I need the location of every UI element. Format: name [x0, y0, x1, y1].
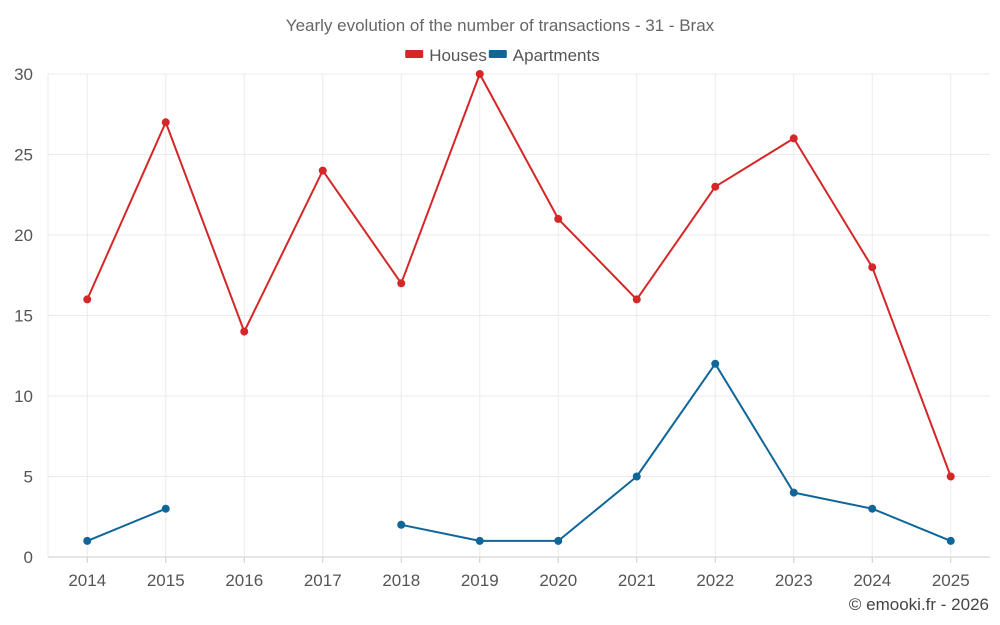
- houses-point[interactable]: [318, 166, 327, 175]
- legend: Houses Apartments: [405, 46, 600, 65]
- houses-point[interactable]: [868, 263, 877, 272]
- x-tick-label: 2016: [225, 571, 263, 590]
- houses-point[interactable]: [789, 134, 798, 143]
- x-tick-label: 2015: [147, 571, 185, 590]
- x-tick-label: 2025: [932, 571, 970, 590]
- grid: [47, 73, 990, 558]
- houses-line: [86, 73, 952, 477]
- apartments-point[interactable]: [83, 536, 92, 545]
- legend-label: Houses: [429, 46, 487, 65]
- houses-point[interactable]: [161, 118, 170, 127]
- legend-label: Apartments: [513, 46, 600, 65]
- x-tick-label: 2021: [618, 571, 656, 590]
- legend-item-apartments[interactable]: Apartments: [488, 46, 600, 65]
- x-tick-label: 2022: [696, 571, 734, 590]
- houses-point[interactable]: [475, 70, 484, 78]
- x-tick-label: 2018: [382, 571, 420, 590]
- y-tick-label: 20: [14, 226, 33, 245]
- x-tick-label: 2020: [539, 571, 577, 590]
- copyright-label: © emooki.fr - 2026: [849, 595, 989, 614]
- houses-point[interactable]: [397, 279, 406, 288]
- apartments-point[interactable]: [946, 536, 955, 545]
- apartments-point[interactable]: [789, 488, 798, 497]
- houses-point[interactable]: [946, 472, 955, 481]
- apartments-point[interactable]: [475, 536, 484, 545]
- apartments-point[interactable]: [161, 504, 170, 513]
- x-tick-label: 2023: [775, 571, 813, 590]
- apartments-point[interactable]: [632, 472, 641, 481]
- x-tick-label: 2017: [304, 571, 342, 590]
- x-tick-label: 2014: [68, 571, 106, 590]
- legend-swatch: [488, 50, 507, 58]
- legend-swatch: [405, 50, 424, 58]
- houses-point[interactable]: [83, 295, 92, 304]
- houses-point[interactable]: [240, 327, 249, 336]
- apartments-point[interactable]: [711, 359, 720, 368]
- apartments-point[interactable]: [554, 536, 563, 545]
- y-tick-label: 15: [14, 307, 33, 326]
- houses-point[interactable]: [632, 295, 641, 304]
- apartments-point[interactable]: [868, 504, 877, 513]
- series-layer: [83, 70, 955, 545]
- series-apartments: [83, 359, 955, 545]
- houses-point[interactable]: [554, 214, 563, 223]
- legend-item-houses[interactable]: Houses: [405, 46, 487, 65]
- y-tick-label: 30: [14, 65, 33, 84]
- y-tick-label: 5: [24, 468, 33, 487]
- apartments-line: [86, 507, 167, 542]
- y-tick-label: 25: [14, 146, 33, 165]
- x-tick-label: 2024: [853, 571, 891, 590]
- series-houses: [83, 70, 955, 481]
- y-tick-label: 10: [14, 387, 33, 406]
- y-tick-label: 0: [24, 548, 33, 567]
- chart-title: Yearly evolution of the number of transa…: [286, 16, 715, 35]
- apartments-line: [401, 362, 952, 542]
- houses-point[interactable]: [711, 182, 720, 191]
- apartments-point[interactable]: [397, 520, 406, 529]
- x-tick-label: 2019: [461, 571, 499, 590]
